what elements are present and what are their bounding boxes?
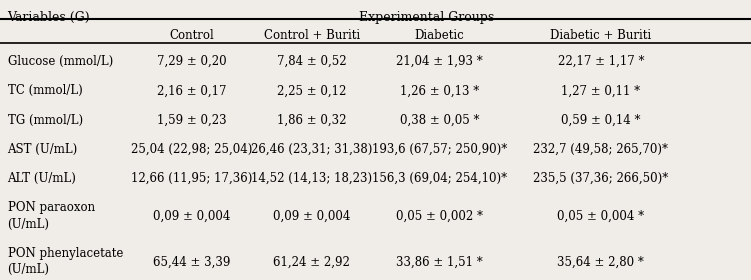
- Text: 1,59 ± 0,23: 1,59 ± 0,23: [157, 114, 226, 127]
- Text: 26,46 (23,31; 31,38): 26,46 (23,31; 31,38): [251, 143, 372, 156]
- Text: 25,04 (22,98; 25,04): 25,04 (22,98; 25,04): [131, 143, 252, 156]
- Text: 1,27 ± 0,11 *: 1,27 ± 0,11 *: [561, 84, 641, 97]
- Text: 65,44 ± 3,39: 65,44 ± 3,39: [152, 255, 231, 268]
- Text: 2,16 ± 0,17: 2,16 ± 0,17: [157, 84, 226, 97]
- Text: 35,64 ± 2,80 *: 35,64 ± 2,80 *: [557, 255, 644, 268]
- Text: 7,84 ± 0,52: 7,84 ± 0,52: [277, 55, 346, 68]
- Text: 22,17 ± 1,17 *: 22,17 ± 1,17 *: [557, 55, 644, 68]
- Text: Diabetic + Buriti: Diabetic + Buriti: [550, 29, 651, 43]
- Text: 21,04 ± 1,93 *: 21,04 ± 1,93 *: [396, 55, 483, 68]
- Text: Control: Control: [169, 29, 214, 43]
- Text: TC (mmol/L): TC (mmol/L): [8, 84, 83, 97]
- Text: 61,24 ± 2,92: 61,24 ± 2,92: [273, 255, 350, 268]
- Text: 0,05 ± 0,002 *: 0,05 ± 0,002 *: [396, 209, 483, 223]
- Text: 14,52 (14,13; 18,23): 14,52 (14,13; 18,23): [251, 172, 372, 185]
- Text: 0,09 ± 0,004: 0,09 ± 0,004: [152, 209, 231, 223]
- Text: Diabetic: Diabetic: [415, 29, 464, 43]
- Text: PON paraoxon
(U/mL): PON paraoxon (U/mL): [8, 202, 95, 230]
- Text: 1,86 ± 0,32: 1,86 ± 0,32: [277, 114, 346, 127]
- Text: Variables (G): Variables (G): [8, 11, 90, 24]
- Text: Glucose (mmol/L): Glucose (mmol/L): [8, 55, 113, 68]
- Text: 0,05 ± 0,004 *: 0,05 ± 0,004 *: [557, 209, 644, 223]
- Text: 156,3 (69,04; 254,10)*: 156,3 (69,04; 254,10)*: [372, 172, 507, 185]
- Text: PON phenylacetate
(U/mL): PON phenylacetate (U/mL): [8, 247, 123, 276]
- Text: Control + Buriti: Control + Buriti: [264, 29, 360, 43]
- Text: TG (mmol/L): TG (mmol/L): [8, 114, 83, 127]
- Text: 33,86 ± 1,51 *: 33,86 ± 1,51 *: [396, 255, 483, 268]
- Text: 2,25 ± 0,12: 2,25 ± 0,12: [277, 84, 346, 97]
- Text: 232,7 (49,58; 265,70)*: 232,7 (49,58; 265,70)*: [533, 143, 668, 156]
- Text: 0,09 ± 0,004: 0,09 ± 0,004: [273, 209, 351, 223]
- Text: 7,29 ± 0,20: 7,29 ± 0,20: [157, 55, 226, 68]
- Text: 0,59 ± 0,14 *: 0,59 ± 0,14 *: [561, 114, 641, 127]
- Text: AST (U/mL): AST (U/mL): [8, 143, 78, 156]
- Text: 1,26 ± 0,13 *: 1,26 ± 0,13 *: [400, 84, 479, 97]
- Text: Experimental Groups: Experimental Groups: [358, 11, 494, 24]
- Text: 0,38 ± 0,05 *: 0,38 ± 0,05 *: [400, 114, 479, 127]
- Text: ALT (U/mL): ALT (U/mL): [8, 172, 77, 185]
- Text: 235,5 (37,36; 266,50)*: 235,5 (37,36; 266,50)*: [533, 172, 668, 185]
- Text: 193,6 (67,57; 250,90)*: 193,6 (67,57; 250,90)*: [372, 143, 507, 156]
- Text: 12,66 (11,95; 17,36): 12,66 (11,95; 17,36): [131, 172, 252, 185]
